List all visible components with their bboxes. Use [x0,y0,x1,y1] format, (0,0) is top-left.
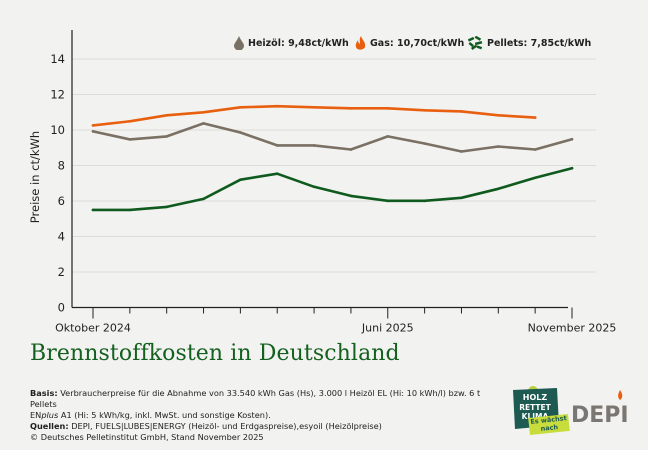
x-tick-label: Oktober 2024 [55,322,131,335]
series-line-pellets [91,166,574,212]
data-point [386,107,390,110]
y-tick-label: 2 [58,265,65,279]
data-point [239,131,242,134]
data-point [570,137,574,141]
data-point [275,172,279,175]
data-point [423,142,426,145]
series-line-gas [91,104,537,127]
sources-label: Quellen: [30,421,69,431]
y-tick-label: 14 [50,52,65,66]
data-point [202,197,205,201]
data-point [165,113,168,117]
data-point [386,135,390,138]
basis-text-2: A1 (Hi: 5 kWh/kg, inkl. MwSt. und sonsti… [58,410,271,420]
svg-text:DEPI: DEPI [571,403,629,428]
data-point [349,148,353,151]
data-point [165,135,168,138]
data-point [497,145,500,148]
basis-text-prefix: EN [30,410,42,420]
y-tick-label: 4 [58,230,65,244]
legend-label: Pellets: 7,85ct/kWh [487,37,592,49]
data-point [202,110,205,114]
data-point [128,138,132,141]
data-point [312,144,316,147]
data-point [275,144,279,147]
data-point [570,166,574,170]
chart-title: Brennstoffkosten in Deutschland [30,341,400,366]
copyright: © Deutsches Pelletinstitut GmbH, Stand N… [30,432,264,442]
data-point [460,110,463,113]
data-point [128,120,132,123]
basis-text: Verbraucherpreise für die Abnahme von 33… [30,388,481,409]
data-point [460,196,463,200]
basis-label: Basis: [30,388,58,398]
y-tick-label: 8 [58,159,65,173]
data-point [91,130,95,133]
data-point [128,208,132,212]
data-point [497,113,500,117]
data-point [239,105,242,109]
legend-label: Heizöl: 9,48ct/kWh [248,37,349,49]
x-tick-label: November 2025 [528,322,617,335]
y-tick-label: 10 [50,123,65,137]
legend-item-gas: Gas: 10,70ct/kWh [355,34,464,52]
flame-icon [355,35,366,50]
svg-text:RETTET: RETTET [519,403,551,412]
x-tick-label: Juni 2025 [361,322,414,335]
data-point [349,107,353,110]
depi-logo: DEPI [571,390,629,428]
sources-text: DEPI, FUELS|LUBES|ENERGY (Heizöl- und Er… [68,421,382,431]
data-point [423,108,426,112]
data-point [312,105,316,109]
data-point [275,104,279,108]
pellets-icon [467,36,483,50]
legend-item-pellets: Pellets: 7,85ct/kWh [467,34,591,52]
data-point [533,148,537,151]
data-point [202,122,205,125]
y-tick-label: 0 [58,301,65,315]
y-axis-label: Preise in ct/kWh [28,130,42,224]
svg-text:HOLZ: HOLZ [523,393,548,402]
oil-drop-icon [234,36,244,50]
data-point [349,194,353,198]
data-point [239,178,242,181]
data-point [533,116,537,119]
data-point [91,208,95,212]
y-tick-label: 12 [50,88,65,102]
data-point [460,150,463,153]
basis-text-italic: plus [41,410,59,420]
data-point [386,199,390,203]
series-line-heizöl [91,122,574,153]
legend-item-heizoel: Heizöl: 9,48ct/kWh [234,34,349,52]
data-point [91,124,95,127]
chart-notes: Basis: Verbraucherpreise für die Abnahme… [30,388,500,443]
data-point [165,205,168,209]
data-point [533,176,537,180]
data-point [497,187,500,191]
data-point [312,185,316,189]
y-tick-label: 6 [58,194,65,208]
data-point [423,199,426,203]
legend-label: Gas: 10,70ct/kWh [370,37,465,49]
